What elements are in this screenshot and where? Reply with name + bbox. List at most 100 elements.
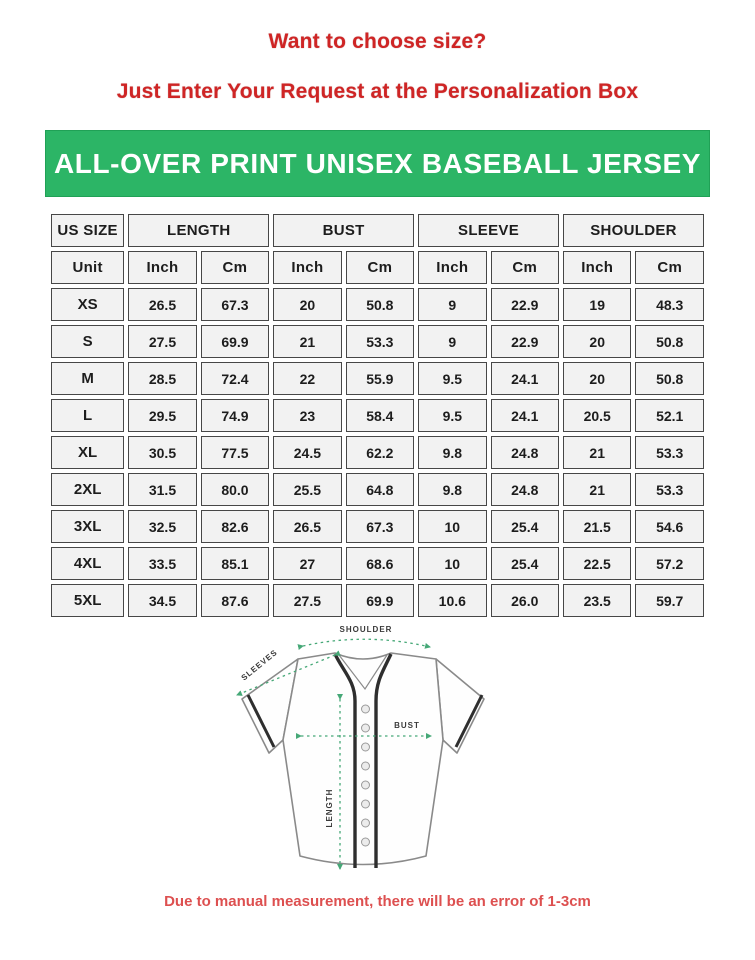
- value-cell: 26.5: [128, 288, 197, 321]
- value-cell: 10.6: [418, 584, 487, 617]
- value-cell: 69.9: [200, 325, 270, 358]
- value-cell: 22.5: [562, 547, 632, 580]
- value-cell: 9: [418, 325, 487, 358]
- value-cell: 67.3: [200, 288, 270, 321]
- jersey-diagram: SHOULDER SLEEVES BUST LENGTH: [235, 625, 485, 870]
- table-row: S 27.5 69.9 21 53.3 9 22.9 20 50.8: [51, 325, 704, 358]
- table-row: L 29.5 74.9 23 58.4 9.5 24.1 20.5 52.1: [51, 399, 704, 432]
- table-row: 5XL 34.5 87.6 27.5 69.9 10.6 26.0 23.5 59.7: [51, 584, 704, 617]
- col-header-shoulder: SHOULDER: [562, 214, 704, 247]
- value-cell: 25.4: [490, 547, 559, 580]
- value-cell: 50.8: [345, 288, 415, 321]
- value-cell: 26.0: [490, 584, 559, 617]
- value-cell: 29.5: [128, 399, 197, 432]
- value-cell: 53.3: [345, 325, 415, 358]
- table-row: 2XL 31.5 80.0 25.5 64.8 9.8 24.8 21 53.3: [51, 473, 704, 506]
- size-chart-table: US SIZE LENGTH BUST SLEEVE SHOULDER Unit…: [47, 210, 708, 621]
- unit-header-cell: Inch: [273, 251, 342, 284]
- value-cell: 69.9: [345, 584, 415, 617]
- bust-label: BUST: [394, 721, 420, 730]
- size-cell: 2XL: [51, 473, 125, 506]
- table-row: XS 26.5 67.3 20 50.8 9 22.9 19 48.3: [51, 288, 704, 321]
- col-header-bust: BUST: [273, 214, 415, 247]
- value-cell: 62.2: [345, 436, 415, 469]
- unit-header-cell: Cm: [200, 251, 270, 284]
- value-cell: 20: [273, 288, 342, 321]
- value-cell: 9.5: [418, 362, 487, 395]
- value-cell: 10: [418, 547, 487, 580]
- value-cell: 22.9: [490, 325, 559, 358]
- unit-header-cell: Inch: [562, 251, 632, 284]
- jersey-buttons-icon: [360, 704, 370, 847]
- unit-header-cell: Inch: [128, 251, 197, 284]
- value-cell: 74.9: [200, 399, 270, 432]
- value-cell: 50.8: [635, 325, 704, 358]
- value-cell: 21.5: [562, 510, 632, 543]
- table-row: 3XL 32.5 82.6 26.5 67.3 10 25.4 21.5 54.6: [51, 510, 704, 543]
- value-cell: 26.5: [273, 510, 342, 543]
- value-cell: 54.6: [635, 510, 704, 543]
- col-header-length: LENGTH: [128, 214, 270, 247]
- value-cell: 21: [562, 473, 632, 506]
- value-cell: 20: [562, 325, 632, 358]
- value-cell: 67.3: [345, 510, 415, 543]
- value-cell: 24.8: [490, 436, 559, 469]
- unit-header-cell: Unit: [51, 251, 125, 284]
- value-cell: 22.9: [490, 288, 559, 321]
- value-cell: 59.7: [635, 584, 704, 617]
- size-cell: 4XL: [51, 547, 125, 580]
- value-cell: 19: [562, 288, 632, 321]
- value-cell: 28.5: [128, 362, 197, 395]
- table-row: 4XL 33.5 85.1 27 68.6 10 25.4 22.5 57.2: [51, 547, 704, 580]
- value-cell: 25.5: [273, 473, 342, 506]
- value-cell: 25.4: [490, 510, 559, 543]
- group-header-row: US SIZE LENGTH BUST SLEEVE SHOULDER: [51, 214, 704, 247]
- size-chart-table-wrap: US SIZE LENGTH BUST SLEEVE SHOULDER Unit…: [47, 210, 708, 621]
- value-cell: 52.1: [635, 399, 704, 432]
- value-cell: 30.5: [128, 436, 197, 469]
- value-cell: 48.3: [635, 288, 704, 321]
- value-cell: 24.1: [490, 362, 559, 395]
- value-cell: 20: [562, 362, 632, 395]
- unit-header-row: Unit Inch Cm Inch Cm Inch Cm Inch Cm: [51, 251, 704, 284]
- length-label: LENGTH: [325, 789, 334, 828]
- value-cell: 27.5: [273, 584, 342, 617]
- jersey-outline-icon: [240, 652, 485, 868]
- unit-header-cell: Cm: [490, 251, 559, 284]
- shoulder-measure-line: [296, 638, 431, 651]
- measurement-lines: [235, 638, 432, 870]
- size-cell: 5XL: [51, 584, 125, 617]
- product-banner: ALL-OVER PRINT UNISEX BASEBALL JERSEY: [45, 130, 710, 197]
- jersey-diagram-wrap: SHOULDER SLEEVES BUST LENGTH: [0, 623, 755, 881]
- value-cell: 9.5: [418, 399, 487, 432]
- value-cell: 57.2: [635, 547, 704, 580]
- value-cell: 68.6: [345, 547, 415, 580]
- value-cell: 55.9: [345, 362, 415, 395]
- table-row: XL 30.5 77.5 24.5 62.2 9.8 24.8 21 53.3: [51, 436, 704, 469]
- value-cell: 85.1: [200, 547, 270, 580]
- size-prompt-heading: Want to choose size?: [268, 30, 487, 53]
- value-cell: 33.5: [128, 547, 197, 580]
- value-cell: 34.5: [128, 584, 197, 617]
- value-cell: 21: [273, 325, 342, 358]
- value-cell: 22: [273, 362, 342, 395]
- col-header-sleeve: SLEEVE: [418, 214, 559, 247]
- value-cell: 82.6: [200, 510, 270, 543]
- value-cell: 9.8: [418, 436, 487, 469]
- size-cell: M: [51, 362, 125, 395]
- col-header-us-size: US SIZE: [51, 214, 125, 247]
- unit-header-cell: Cm: [345, 251, 415, 284]
- measurement-error-note: Due to manual measurement, there will be…: [164, 893, 591, 910]
- value-cell: 9: [418, 288, 487, 321]
- size-table-body: XS 26.5 67.3 20 50.8 9 22.9 19 48.3 S 27.5 69.9 21 53…: [51, 288, 704, 617]
- value-cell: 9.8: [418, 473, 487, 506]
- value-cell: 10: [418, 510, 487, 543]
- value-cell: 27.5: [128, 325, 197, 358]
- value-cell: 31.5: [128, 473, 197, 506]
- value-cell: 23: [273, 399, 342, 432]
- size-cell: 3XL: [51, 510, 125, 543]
- size-cell: XL: [51, 436, 125, 469]
- value-cell: 27: [273, 547, 342, 580]
- value-cell: 24.1: [490, 399, 559, 432]
- value-cell: 21: [562, 436, 632, 469]
